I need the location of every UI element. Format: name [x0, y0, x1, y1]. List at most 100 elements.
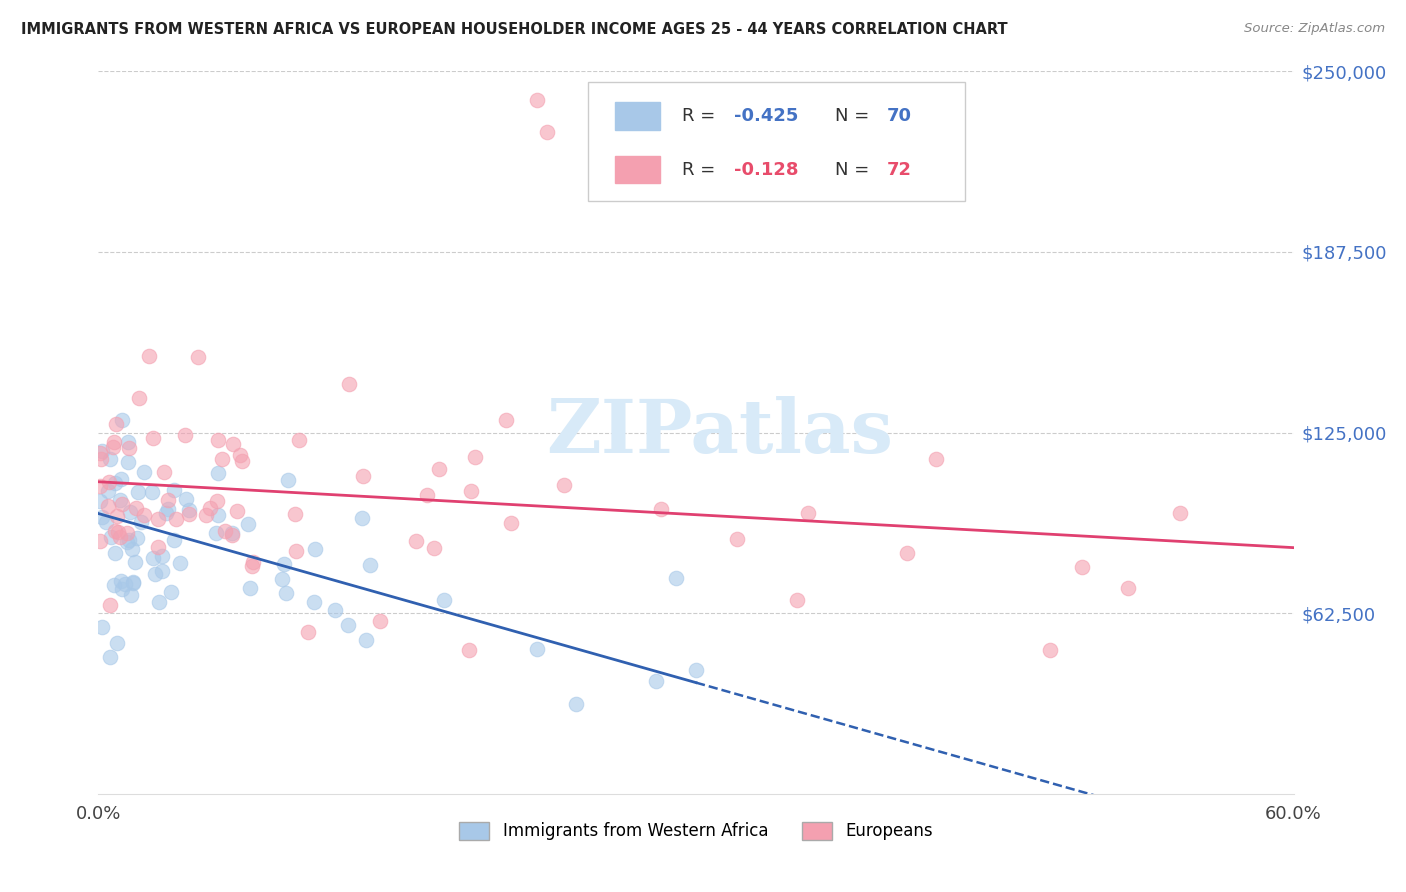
- Point: [105, 417, 128, 431]
- Point: [352, 469, 374, 483]
- Point: [97, 484, 120, 499]
- Point: [111, 582, 134, 596]
- Point: [165, 511, 187, 525]
- Point: [89, 533, 111, 548]
- Point: [94, 515, 117, 529]
- Text: IMMIGRANTS FROM WESTERN AFRICA VS EUROPEAN HOUSEHOLDER INCOME AGES 25 - 44 YEARS: IMMIGRANTS FROM WESTERN AFRICA VS EUROPE…: [21, 22, 1008, 37]
- Point: [288, 433, 311, 447]
- Point: [114, 577, 136, 591]
- Point: [273, 558, 295, 572]
- Point: [156, 493, 179, 508]
- Point: [211, 452, 233, 467]
- Point: [1170, 506, 1192, 520]
- Point: [142, 550, 165, 565]
- Point: [179, 507, 201, 521]
- Point: [1039, 643, 1062, 657]
- Point: [105, 509, 128, 524]
- Point: [91, 443, 114, 458]
- Point: [495, 412, 517, 426]
- Point: [134, 465, 156, 479]
- Point: [1116, 581, 1139, 595]
- Point: [129, 516, 152, 530]
- Point: [132, 508, 155, 522]
- Point: [460, 483, 482, 498]
- Point: [205, 525, 228, 540]
- Point: [98, 451, 121, 466]
- Point: [433, 592, 456, 607]
- Point: [304, 542, 326, 557]
- Point: [205, 494, 228, 508]
- Point: [90, 620, 112, 634]
- FancyBboxPatch shape: [589, 82, 965, 202]
- Text: ZIPatlas: ZIPatlas: [547, 396, 893, 469]
- Point: [352, 510, 374, 524]
- Point: [117, 525, 139, 540]
- Point: [110, 413, 132, 427]
- Point: [925, 451, 948, 466]
- FancyBboxPatch shape: [614, 156, 661, 184]
- Point: [198, 500, 221, 515]
- Point: [100, 530, 122, 544]
- Point: [221, 528, 243, 542]
- Point: [645, 673, 668, 688]
- Point: [796, 506, 818, 520]
- Point: [152, 465, 174, 479]
- Point: [107, 524, 129, 539]
- Point: [214, 524, 236, 538]
- Point: [118, 533, 141, 548]
- Point: [650, 502, 672, 516]
- Text: 72: 72: [887, 161, 912, 178]
- Point: [685, 663, 707, 677]
- Point: [304, 595, 326, 609]
- Point: [111, 497, 134, 511]
- Point: [121, 542, 143, 557]
- Point: [122, 575, 145, 590]
- Point: [128, 391, 150, 405]
- Point: [207, 466, 229, 480]
- Point: [174, 491, 197, 506]
- Point: [148, 541, 170, 555]
- Point: [100, 650, 122, 665]
- Point: [117, 435, 139, 450]
- Point: [565, 697, 588, 711]
- Point: [160, 584, 183, 599]
- Point: [499, 516, 522, 530]
- Point: [226, 504, 249, 518]
- Point: [118, 505, 141, 519]
- Point: [125, 531, 148, 545]
- Point: [152, 565, 174, 579]
- Point: [284, 543, 307, 558]
- Point: [239, 582, 262, 596]
- Point: [142, 431, 165, 445]
- Point: [786, 592, 808, 607]
- Point: [187, 350, 209, 364]
- Text: R =: R =: [682, 107, 721, 125]
- Point: [163, 533, 186, 547]
- Point: [427, 461, 450, 475]
- Point: [124, 555, 146, 569]
- Point: [98, 475, 121, 490]
- Point: [89, 478, 111, 492]
- Point: [207, 508, 229, 522]
- Point: [104, 476, 127, 491]
- Point: [103, 546, 125, 560]
- Text: N =: N =: [835, 161, 875, 178]
- Point: [103, 434, 125, 449]
- Point: [553, 478, 575, 492]
- Point: [138, 350, 160, 364]
- Point: [115, 535, 138, 549]
- Point: [90, 452, 112, 467]
- Point: [150, 549, 173, 563]
- Point: [896, 546, 918, 560]
- Point: [103, 578, 125, 592]
- Point: [143, 567, 166, 582]
- Point: [108, 493, 131, 508]
- Point: [195, 508, 218, 523]
- Point: [1070, 560, 1092, 574]
- Point: [97, 499, 120, 513]
- Point: [297, 625, 319, 640]
- Point: [240, 558, 263, 573]
- Point: [148, 595, 170, 609]
- Point: [110, 472, 132, 486]
- Point: [665, 571, 688, 585]
